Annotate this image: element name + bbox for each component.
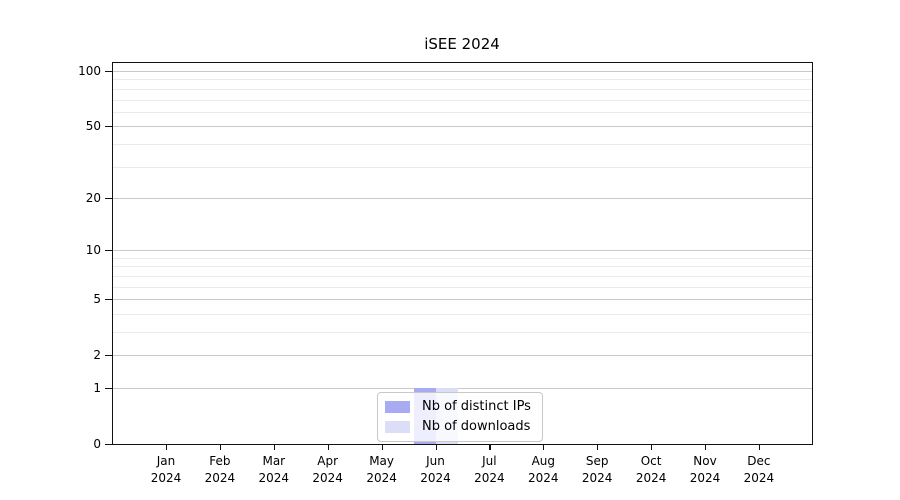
gridline-major <box>113 299 812 301</box>
y-tick <box>105 71 113 73</box>
x-tick-label: Jul 2024 <box>474 454 505 485</box>
legend-label-distinct-ips: Nb of distinct IPs <box>422 399 531 414</box>
x-tick <box>219 444 222 450</box>
plot-area: 0 1 2 5 10 20 50 100 Jan 2024 Feb 2024 Mar 2024 Ap… <box>78 62 813 485</box>
gridline-minor <box>113 111 812 113</box>
x-tick-label: Sep 2024 <box>581 454 613 485</box>
x-tick-label: Nov 2024 <box>689 454 721 485</box>
y-tick <box>105 444 113 446</box>
y-tick-label: 5 <box>93 292 101 307</box>
legend-item-distinct-ips: Nb of distinct IPs <box>385 399 533 415</box>
x-tick-label: Apr 2024 <box>312 454 343 485</box>
chart-title: iSEE 2024 <box>424 35 500 53</box>
x-tick <box>327 444 329 450</box>
gridline-major <box>113 388 812 389</box>
gridline-major <box>113 355 812 357</box>
x-tick <box>435 444 437 450</box>
x-tick-label: Jan 2024 <box>150 454 182 485</box>
y-tick <box>105 126 113 128</box>
gridline-major <box>113 71 812 72</box>
legend-swatch-distinct-ips <box>385 401 410 413</box>
gridline-major <box>113 197 812 199</box>
x-tick-label: Feb 2024 <box>204 454 236 485</box>
gridline-major <box>113 126 812 128</box>
y-tick <box>105 388 113 390</box>
y-tick-label: 100 <box>78 64 101 78</box>
legend-label-downloads: Nb of downloads <box>422 419 531 434</box>
x-tick <box>543 444 545 450</box>
x-tick-label: Mar 2024 <box>258 454 290 485</box>
x-tick-label: Jun 2024 <box>420 454 451 485</box>
x-tick <box>758 444 761 450</box>
y-tick-label: 2 <box>93 348 101 363</box>
legend-item-downloads: Nb of downloads <box>385 419 533 435</box>
x-tick <box>381 444 383 450</box>
gridline-minor <box>113 166 812 168</box>
x-tick <box>166 444 168 450</box>
y-tick-label: 10 <box>85 243 101 258</box>
y-tick-label: 1 <box>93 381 101 395</box>
y-tick <box>105 250 113 252</box>
gridline-minor <box>113 257 812 259</box>
gridline-minor <box>113 313 812 315</box>
y-tick <box>105 197 113 200</box>
y-tick <box>105 355 113 357</box>
gridline-minor <box>113 79 812 81</box>
y-tick <box>105 299 113 301</box>
gridline-minor <box>113 286 812 288</box>
x-tick-label: Oct 2024 <box>635 454 667 485</box>
x-tick <box>597 444 599 450</box>
x-tick-label: Dec 2024 <box>743 454 775 485</box>
y-tick-label: 0 <box>93 437 101 451</box>
gridline-minor <box>113 266 812 268</box>
y-tick-label: 50 <box>85 119 101 134</box>
legend-swatch-downloads <box>385 421 410 433</box>
legend: Nb of distinct IPs Nb of downloads <box>377 392 543 442</box>
x-tick <box>705 444 707 450</box>
x-tick <box>651 444 653 450</box>
x-tick-label: May 2024 <box>366 454 397 485</box>
gridline-minor <box>113 332 812 333</box>
gridline-minor <box>113 143 812 145</box>
gridline-minor <box>113 275 812 277</box>
gridline-major <box>113 250 812 252</box>
x-tick <box>489 444 491 450</box>
x-tick-label: Aug 2024 <box>528 454 559 485</box>
y-tick-label: 20 <box>85 190 101 205</box>
gridline-minor <box>113 88 812 90</box>
gridline-minor <box>113 99 812 101</box>
x-tick <box>273 444 275 450</box>
